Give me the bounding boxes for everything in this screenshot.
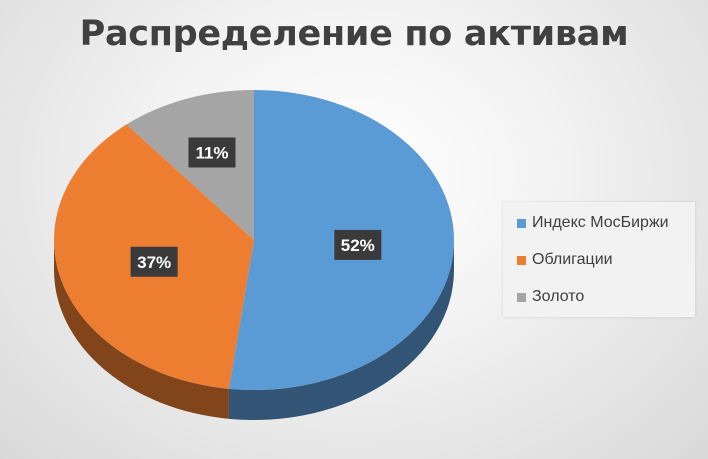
pie-side-0 (228, 240, 454, 420)
legend-label: Индекс МосБиржи (532, 214, 669, 231)
legend: Индекс МосБиржи Облигации Золото (503, 202, 695, 317)
data-label-bg-1 (130, 246, 178, 277)
legend-item-moex: Индекс МосБиржи (503, 214, 695, 232)
data-label-0: 52% (341, 236, 375, 255)
data-label-bg-0 (334, 229, 382, 260)
legend-swatch (517, 255, 526, 265)
data-label-bg-2 (188, 137, 236, 168)
legend-item-gold: Золото (503, 288, 695, 306)
legend-label: Облигации (532, 251, 613, 268)
legend-swatch (517, 218, 526, 228)
pie-side-1 (54, 240, 229, 419)
data-label-1: 37% (137, 253, 171, 272)
data-label-2: 11% (195, 143, 228, 162)
chart-title: Распределение по активам (79, 14, 629, 54)
legend-swatch (517, 292, 526, 302)
legend-label: Золото (532, 288, 585, 305)
legend-item-bonds: Облигации (503, 251, 695, 269)
pie-sides (54, 240, 454, 420)
